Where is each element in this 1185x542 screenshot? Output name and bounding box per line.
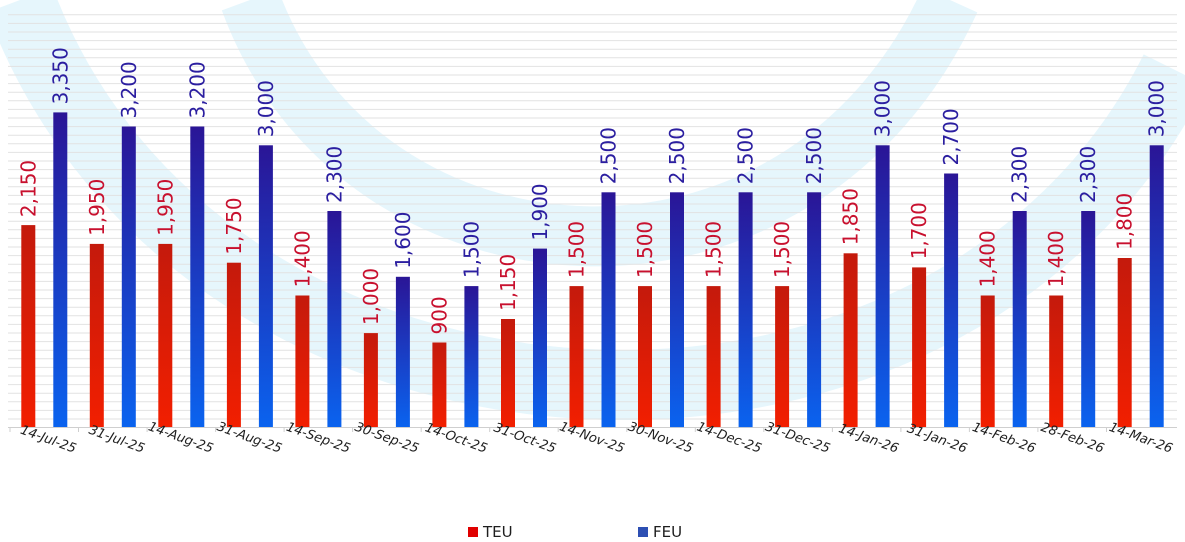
x-tick-label: 14-Jan-26 (836, 421, 900, 456)
teu-bar (295, 295, 310, 427)
feu-bar (944, 173, 959, 427)
teu-bar (569, 286, 584, 427)
feu-data-label: 3,350 (48, 47, 72, 104)
feu-data-label: 2,300 (1076, 146, 1100, 203)
teu-bar (21, 225, 36, 427)
feu-bar (395, 276, 410, 427)
x-tick-label: 28-Feb-26 (1039, 420, 1106, 457)
legend: TEU FEU (468, 523, 682, 541)
x-tick-label: 14-Feb-26 (970, 420, 1037, 457)
teu-data-label: 1,500 (565, 221, 589, 278)
feu-bar (807, 192, 822, 428)
feu-bar (670, 192, 684, 428)
teu-data-label: 1,500 (770, 221, 794, 278)
teu-data-label: 1,500 (633, 221, 657, 278)
teu-bar (1049, 295, 1064, 427)
feu-bar (121, 126, 136, 427)
x-tick-label: 14-Aug-25 (146, 419, 215, 456)
x-tick-label: 14-Dec-25 (695, 420, 764, 457)
teu-data-label: 1,400 (290, 230, 314, 287)
watermark-arc-inner (221, 0, 978, 267)
feu-data-label: 2,300 (322, 146, 346, 203)
x-tick-label: 30-Nov-25 (626, 419, 695, 456)
teu-data-label: 1,150 (496, 254, 520, 311)
feu-bar (1149, 145, 1164, 428)
feu-data-label: 2,700 (939, 108, 963, 165)
x-tick-label: 14-Mar-26 (1107, 420, 1174, 457)
teu-bar (432, 342, 447, 427)
feu-bar (464, 286, 479, 427)
teu-data-label: 1,400 (1044, 230, 1068, 287)
feu-data-label: 3,000 (871, 80, 895, 137)
teu-data-label: 1,750 (222, 197, 246, 254)
teu-bar (89, 243, 104, 427)
teu-bar (226, 262, 241, 427)
teu-data-label: 1,950 (85, 179, 109, 236)
teu-bar (363, 333, 378, 427)
feu-data-label: 1,500 (459, 221, 483, 278)
teu-bar (980, 295, 995, 427)
feu-bar (875, 145, 890, 428)
feu-bar (601, 192, 616, 428)
feu-bar (738, 192, 753, 428)
teu-data-label: 1,000 (359, 268, 383, 325)
feu-data-label: 2,500 (597, 127, 621, 184)
feu-data-label: 2,300 (1008, 146, 1032, 203)
feu-data-label: 3,000 (254, 80, 278, 137)
teu-data-label: 1,400 (976, 230, 1000, 287)
teu-data-label: 1,950 (153, 179, 177, 236)
feu-bar (190, 126, 205, 427)
teu-data-label: 2,150 (16, 160, 40, 217)
feu-data-label: 1,900 (528, 183, 552, 240)
feu-data-label: 3,200 (117, 61, 141, 118)
feu-data-label: 3,200 (185, 61, 209, 118)
teu-data-label: 1,700 (907, 202, 931, 259)
feu-data-label: 2,500 (734, 127, 758, 184)
feu-bar (1012, 211, 1027, 427)
x-tick-label: 31-Oct-25 (492, 420, 558, 456)
x-tick-label: 31-Aug-25 (215, 419, 284, 456)
teu-data-label: 1,800 (1113, 193, 1137, 250)
legend-feu-label: FEU (653, 523, 682, 541)
teu-data-label: 900 (427, 296, 451, 334)
x-tick-label: 14-Oct-25 (423, 420, 489, 456)
x-axis-ticks (9, 427, 1107, 432)
feu-data-label: 2,500 (802, 127, 826, 184)
legend-teu-swatch (468, 527, 478, 537)
feu-data-label: 3,000 (1145, 80, 1169, 137)
feu-bar (1081, 211, 1096, 427)
teu-bar (638, 286, 652, 427)
feu-data-label: 2,500 (665, 127, 689, 184)
bars (21, 112, 1164, 428)
x-tick-label: 14-Nov-25 (557, 419, 626, 456)
x-tick-label: 31-Dec-25 (763, 420, 832, 457)
x-tick-label: 30-Sep-25 (353, 420, 421, 457)
teu-bar (912, 267, 927, 427)
x-tick-label: 31-Jan-26 (905, 421, 969, 456)
teu-bar (158, 243, 173, 427)
feu-bar (533, 248, 547, 427)
feu-bar (327, 211, 342, 427)
teu-bar (501, 319, 515, 427)
feu-bar (53, 112, 68, 428)
teu-bar (775, 286, 790, 427)
feu-bar (258, 145, 273, 428)
legend-teu-label: TEU (482, 523, 513, 541)
teu-data-label: 1,500 (702, 221, 726, 278)
x-tick-label: 14-Sep-25 (284, 420, 352, 457)
teu-data-label: 1,850 (839, 188, 863, 245)
feu-data-label: 1,600 (391, 212, 415, 269)
teu-bar (843, 253, 858, 427)
teu-bar (706, 286, 721, 427)
data-labels: 2,150 3,350 1,950 3,200 1,950 3,200 1,750 3,000… (16, 47, 1168, 334)
teu-bar (1117, 258, 1132, 427)
legend-feu-swatch (638, 527, 648, 537)
